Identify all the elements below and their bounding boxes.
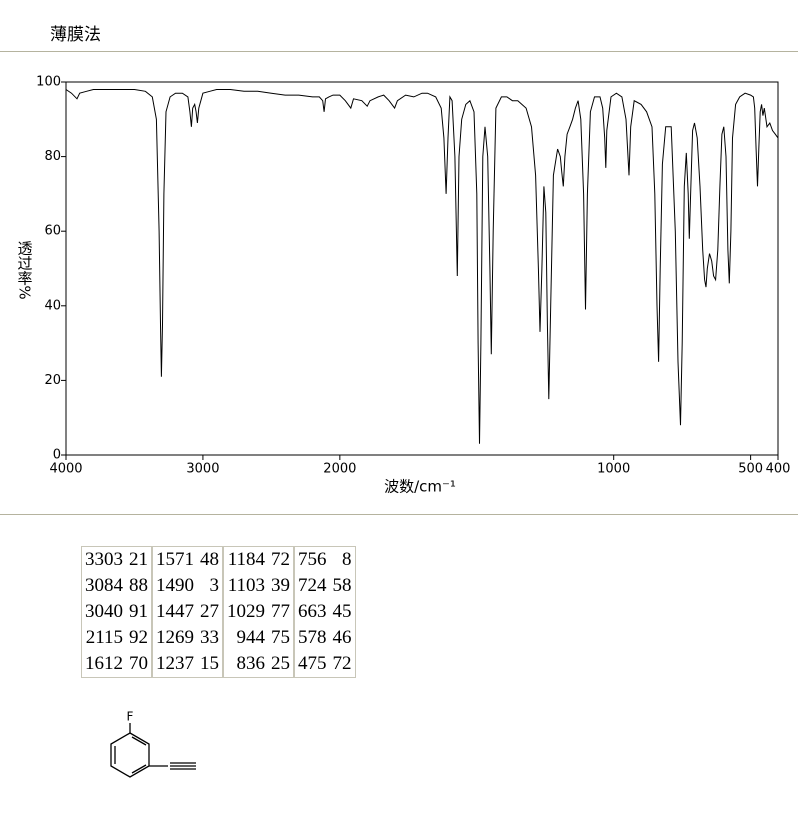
x-tick-label: 400 <box>766 462 791 477</box>
x-tick-label: 4000 <box>49 462 82 477</box>
x-axis-label: 波数/cm⁻¹ <box>384 478 456 496</box>
intensity-cell: 88 <box>129 575 148 596</box>
wavenumber-cell: 1571 <box>151 546 197 573</box>
y-tick-label: 20 <box>44 373 61 388</box>
wavenumber-cell: 1103 <box>222 573 268 599</box>
y-axis-label: 透过率% <box>16 240 34 299</box>
chart: 波数/cm⁻¹ 透过率% 0 20 40 60 80 100 4000 3000 2000 100… <box>16 75 791 496</box>
intensity-cell: 48 <box>200 549 219 570</box>
intensity-cell: 75 <box>271 627 290 648</box>
wavenumber-cell: 2115 <box>85 627 123 648</box>
wavenumber-cell: 578 <box>293 625 330 651</box>
x-tick-label: 500 <box>738 462 763 477</box>
peak-table: 3303 21 1571 48 1184 72 756 8 3084 88 1490 3 1103 39 7… <box>81 546 356 678</box>
wavenumber-cell: 663 <box>293 599 330 625</box>
rule <box>0 51 798 52</box>
wavenumber-cell: 1029 <box>222 599 268 625</box>
table-row: 3040 91 1447 27 1029 77 663 45 <box>82 599 356 625</box>
intensity-cell: 91 <box>129 601 148 622</box>
intensity-cell: 72 <box>271 549 290 570</box>
wavenumber-cell: 836 <box>222 651 268 678</box>
wavenumber-cell: 475 <box>293 651 330 678</box>
wavenumber-cell: 3040 <box>85 601 123 622</box>
y-tick-label: 40 <box>44 298 61 313</box>
y-tick-label: 0 <box>53 448 61 463</box>
wavenumber-cell: 1447 <box>151 599 197 625</box>
intensity-cell: 39 <box>271 575 290 596</box>
wavenumber-cell: 1490 <box>151 573 197 599</box>
structure: F <box>110 710 196 778</box>
x-tick-label: 2000 <box>323 462 356 477</box>
wavenumber-cell: 756 <box>293 546 330 573</box>
intensity-cell: 21 <box>129 549 148 570</box>
intensity-cell: 3 <box>209 575 220 596</box>
intensity-cell: 46 <box>332 627 352 648</box>
wavenumber-cell: 1269 <box>151 625 197 651</box>
header-title: 薄膜法 <box>50 25 101 45</box>
intensity-cell: 15 <box>200 653 219 674</box>
wavenumber-cell: 1184 <box>222 546 268 573</box>
rule <box>0 514 798 515</box>
x-tick-label: 3000 <box>186 462 219 477</box>
wavenumber-cell: 3303 <box>85 549 123 570</box>
intensity-cell: 72 <box>332 653 352 674</box>
table-row: 3084 88 1490 3 1103 39 724 58 <box>82 573 356 599</box>
y-tick-label: 100 <box>36 75 61 90</box>
wavenumber-cell: 1237 <box>151 651 197 678</box>
intensity-cell: 25 <box>271 653 290 674</box>
atom-label: F <box>127 710 134 724</box>
wavenumber-cell: 1612 <box>85 653 123 674</box>
wavenumber-cell: 944 <box>222 625 268 651</box>
table-row: 2115 92 1269 33 944 75 578 46 <box>82 625 356 651</box>
intensity-cell: 58 <box>332 575 352 596</box>
x-tick-label: 1000 <box>597 462 630 477</box>
wavenumber-cell: 724 <box>293 573 330 599</box>
wavenumber-cell: 3084 <box>85 575 123 596</box>
y-tick-label: 60 <box>44 224 61 239</box>
intensity-cell: 33 <box>200 627 219 648</box>
intensity-cell: 92 <box>129 627 148 648</box>
spectrum-line <box>65 89 779 444</box>
intensity-cell: 8 <box>342 549 352 570</box>
intensity-cell: 45 <box>332 601 352 622</box>
intensity-cell: 27 <box>200 601 219 622</box>
table-row: 3303 21 1571 48 1184 72 756 8 <box>82 546 356 573</box>
table-row: 1612 70 1237 15 836 25 475 72 <box>82 651 356 678</box>
plot-frame <box>65 81 779 456</box>
y-tick-label: 80 <box>44 149 61 164</box>
intensity-cell: 77 <box>271 601 290 622</box>
intensity-cell: 70 <box>129 653 148 674</box>
